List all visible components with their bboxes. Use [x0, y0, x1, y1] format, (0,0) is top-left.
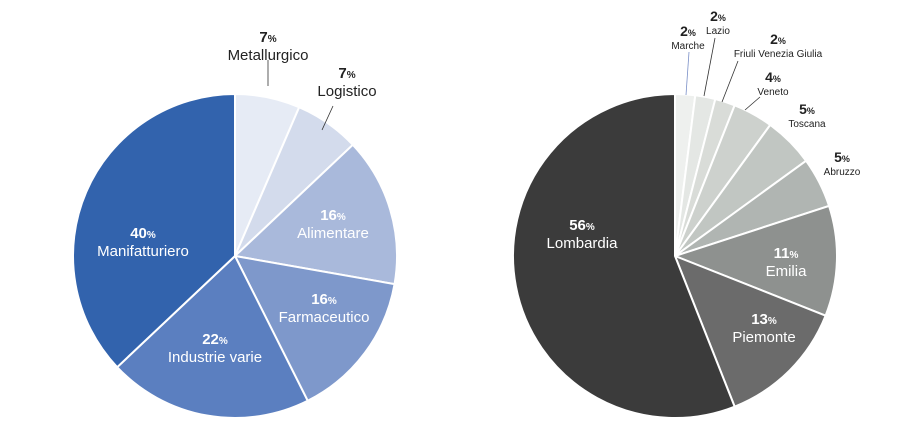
data-label-name-piemonte: Piemonte: [732, 329, 795, 346]
slice-farmaceutico: [233, 254, 396, 403]
slice-emilia: [672, 204, 838, 317]
data-label-value-metallurgico: 7%: [259, 29, 276, 46]
data-label-value-emilia: 11%: [774, 245, 799, 262]
data-label-value-toscana: 5%: [799, 101, 815, 117]
data-label-value-abruzzo: 5%: [834, 149, 850, 165]
data-label-value-lazio: 2%: [710, 8, 726, 24]
data-label-name-metallurgico: Metallurgico: [228, 47, 309, 64]
data-label-name-lazio: Lazio: [706, 26, 730, 37]
data-label-value-manifatturiero: 40%: [130, 225, 156, 242]
data-label-name-abruzzo: Abruzzo: [824, 167, 861, 178]
data-label-name-toscana: Toscana: [788, 119, 826, 130]
pie-2: 2% Marche 2% Lazio 2% Friuli Venezia Giulia 4%…: [511, 8, 861, 419]
slice-industrie-varie: [115, 254, 310, 419]
data-label-name-farmaceutico: Farmaceutico: [279, 309, 370, 326]
leader-line-marche: [685, 51, 690, 96]
data-label-value-alimentare: 16%: [320, 207, 346, 224]
data-label-value-piemonte: 13%: [751, 311, 777, 328]
slice-alimentare: [232, 143, 398, 286]
data-label-name-manifatturiero: Manifatturiero: [97, 243, 189, 260]
data-label-name-alimentare: Alimentare: [297, 225, 369, 242]
slice-manifatturiero: [72, 92, 236, 369]
data-label-value-industrie-varie: 22%: [202, 331, 228, 348]
data-label-name-lombardia: Lombardia: [547, 235, 619, 252]
data-label-value-lombardia: 56%: [569, 217, 595, 234]
leader-line-logistico: [321, 105, 334, 131]
data-label-name-logistico: Logistico: [317, 83, 376, 100]
leader-line-lazio: [703, 37, 716, 97]
data-label-name-industrie-varie: Industrie varie: [168, 349, 262, 366]
data-label-name-veneto: Veneto: [757, 87, 789, 98]
data-label-value-farmaceutico: 16%: [311, 291, 337, 308]
data-label-name-friuli-venezia-giulia: Friuli Venezia Giulia: [734, 49, 823, 60]
data-label-name-emilia: Emilia: [766, 263, 807, 280]
leader-line-veneto: [744, 96, 761, 111]
slice-piemonte: [673, 254, 827, 408]
data-label-name-marche: Marche: [671, 41, 705, 52]
leader-line-friuli-venezia-giulia: [721, 60, 739, 103]
data-label-value-logistico: 7%: [338, 65, 355, 82]
pie-1: 7%Metallurgico7%Logistico16%Alimentare16…: [72, 29, 398, 419]
data-label-value-veneto: 4%: [765, 69, 781, 85]
data-label-value-marche: 2%: [680, 23, 696, 39]
slice-lombardia: [511, 92, 736, 419]
data-label-value-friuli-venezia-giulia: 2%: [770, 31, 786, 47]
